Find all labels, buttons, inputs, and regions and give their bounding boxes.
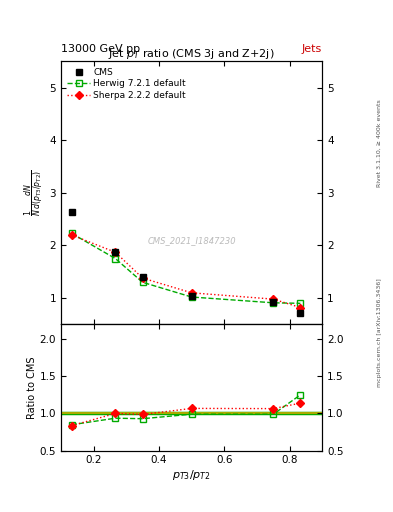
Legend: CMS, Herwig 7.2.1 default, Sherpa 2.2.2 default: CMS, Herwig 7.2.1 default, Sherpa 2.2.2 … bbox=[65, 66, 188, 102]
Y-axis label: Ratio to CMS: Ratio to CMS bbox=[27, 356, 37, 419]
Text: 13000 GeV pp: 13000 GeV pp bbox=[61, 44, 140, 54]
Text: Rivet 3.1.10, ≥ 400k events: Rivet 3.1.10, ≥ 400k events bbox=[377, 99, 382, 187]
Title: Jet $p_{T}$ ratio (CMS 3j and Z+2j): Jet $p_{T}$ ratio (CMS 3j and Z+2j) bbox=[108, 47, 275, 61]
Y-axis label: $\frac{1}{N}\frac{dN}{d(p_{T3}/p_{T2})}$: $\frac{1}{N}\frac{dN}{d(p_{T3}/p_{T2})}$ bbox=[22, 169, 47, 216]
Text: CMS_2021_I1847230: CMS_2021_I1847230 bbox=[147, 236, 236, 245]
X-axis label: $p_{T3}/p_{T2}$: $p_{T3}/p_{T2}$ bbox=[172, 468, 211, 482]
Text: mcplots.cern.ch [arXiv:1306.3436]: mcplots.cern.ch [arXiv:1306.3436] bbox=[377, 279, 382, 387]
Text: Jets: Jets bbox=[302, 44, 322, 54]
